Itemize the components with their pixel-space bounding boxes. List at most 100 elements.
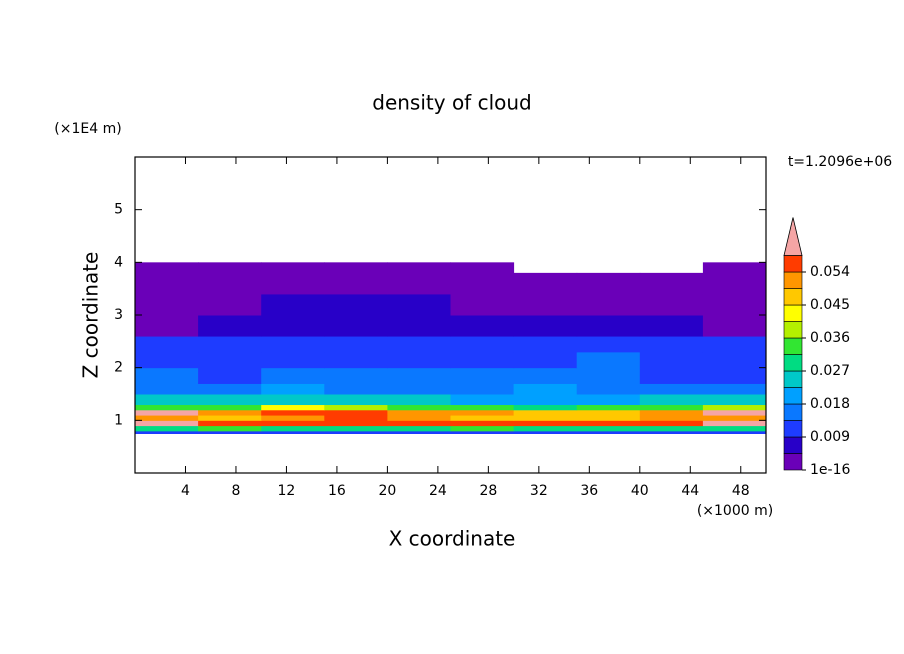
x-tick-label: 40 xyxy=(631,483,649,499)
cell xyxy=(135,293,199,316)
cell xyxy=(261,351,325,369)
cell xyxy=(387,404,451,411)
cell xyxy=(387,425,451,432)
x-axis-label: X coordinate xyxy=(389,527,516,551)
cell xyxy=(324,351,388,369)
cell xyxy=(450,394,515,406)
colorbar-label: 0.045 xyxy=(810,297,850,313)
cell xyxy=(198,336,262,353)
cell xyxy=(261,425,325,432)
cell xyxy=(135,272,199,295)
colorbar-label: 0.018 xyxy=(810,396,850,412)
colorbar-swatch xyxy=(783,420,803,438)
x-tick-label: 20 xyxy=(378,483,396,499)
x-tick-label: 48 xyxy=(732,483,750,499)
colorbar-swatch xyxy=(783,255,803,273)
cell xyxy=(387,336,451,353)
cell xyxy=(450,272,515,295)
x-tick-label: 16 xyxy=(328,483,346,499)
cell xyxy=(639,415,704,421)
cell xyxy=(135,430,199,434)
cell xyxy=(702,409,767,416)
cell xyxy=(639,315,704,337)
cell xyxy=(387,262,451,274)
cell xyxy=(513,293,578,316)
cell xyxy=(324,272,388,295)
cell xyxy=(198,394,262,406)
colorbar-swatch xyxy=(783,304,803,322)
cell xyxy=(702,415,767,421)
cell xyxy=(135,351,199,369)
cell xyxy=(702,272,767,295)
cell xyxy=(198,315,262,337)
cell xyxy=(639,272,704,295)
cell xyxy=(261,383,325,395)
cell xyxy=(639,336,704,353)
cell xyxy=(513,425,578,432)
cell xyxy=(702,336,767,353)
cell xyxy=(639,420,704,427)
cell xyxy=(576,420,641,427)
cell xyxy=(261,262,325,274)
cell xyxy=(198,383,262,395)
cell xyxy=(576,293,641,316)
y-tick-label: 1 xyxy=(114,412,123,428)
cell xyxy=(702,404,767,411)
cell xyxy=(135,404,199,411)
cell xyxy=(639,404,704,411)
cell xyxy=(198,262,262,274)
cell xyxy=(702,367,767,384)
cell xyxy=(576,430,641,434)
cell xyxy=(324,383,388,395)
cell xyxy=(576,367,641,384)
cell xyxy=(576,404,641,411)
cell xyxy=(387,409,451,416)
y-tick-label: 5 xyxy=(114,202,123,218)
cell xyxy=(702,394,767,406)
cell xyxy=(576,383,641,395)
cell xyxy=(261,293,325,316)
cell xyxy=(450,430,515,434)
cell xyxy=(639,367,704,384)
cell xyxy=(387,420,451,427)
cell xyxy=(324,404,388,411)
cell xyxy=(198,415,262,421)
colorbar-swatch xyxy=(783,337,803,355)
cell xyxy=(387,293,451,316)
cell xyxy=(387,430,451,434)
chart-title: density of cloud xyxy=(372,91,531,115)
cell xyxy=(135,394,199,406)
cell xyxy=(387,272,451,295)
cell xyxy=(324,420,388,427)
cell xyxy=(387,383,451,395)
cell xyxy=(702,293,767,316)
cell xyxy=(261,404,325,411)
cell xyxy=(324,293,388,316)
cell xyxy=(513,409,578,416)
cell xyxy=(576,394,641,406)
y-axis-label: Z coordinate xyxy=(79,252,103,379)
cell xyxy=(639,425,704,432)
cell xyxy=(261,430,325,434)
cell xyxy=(450,404,515,411)
cell xyxy=(450,262,515,274)
cell xyxy=(576,272,641,295)
cell xyxy=(576,415,641,421)
cell xyxy=(135,420,199,427)
cell xyxy=(576,425,641,432)
cell xyxy=(324,336,388,353)
cell xyxy=(450,336,515,353)
cell xyxy=(513,430,578,434)
cell xyxy=(639,383,704,395)
cell xyxy=(261,394,325,406)
colorbar-swatch xyxy=(783,453,803,471)
cell xyxy=(198,272,262,295)
x-tick-label: 4 xyxy=(181,483,190,499)
colorbar-swatch xyxy=(783,403,803,421)
colorbar-swatch xyxy=(783,288,803,306)
time-label: t=1.2096e+06 xyxy=(788,154,892,170)
cell xyxy=(261,409,325,416)
cell xyxy=(513,383,578,395)
x-tick-label: 24 xyxy=(429,483,447,499)
cell xyxy=(135,409,199,416)
